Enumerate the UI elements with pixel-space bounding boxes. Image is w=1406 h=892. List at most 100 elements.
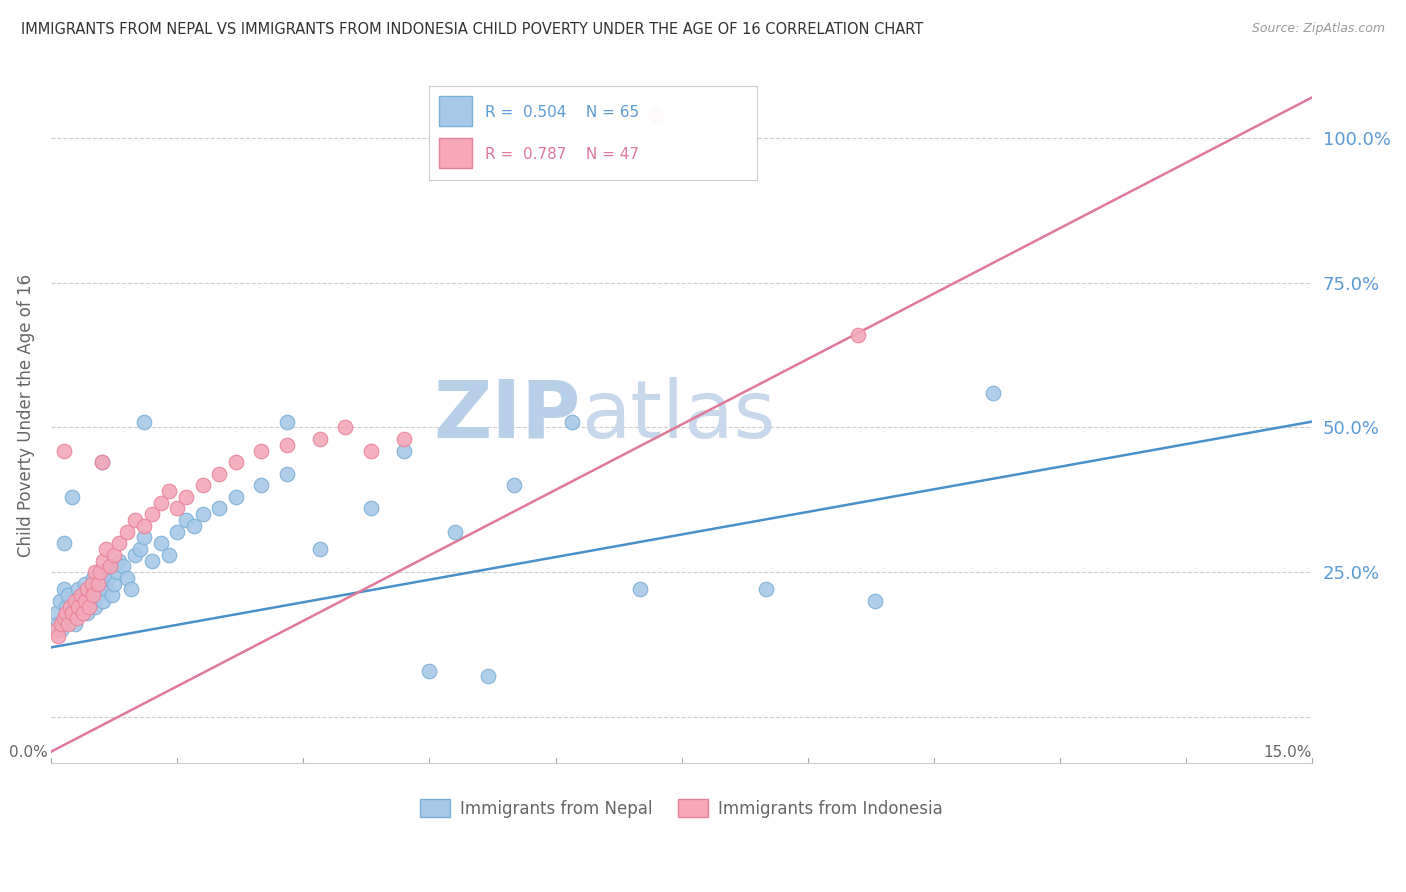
Point [80,582,103,597]
Point [76,606,98,620]
Point [73,576,96,591]
Point [174,513,197,527]
Point [250,443,273,458]
Point [111,559,134,574]
Point [90,455,112,469]
Point [208,501,231,516]
Point [191,478,214,492]
Point [132,518,155,533]
Point [98,559,121,574]
Point [52,536,75,550]
Point [191,507,214,521]
Point [90,565,112,579]
Point [166,524,188,539]
Point [335,420,357,434]
Point [67,599,90,614]
Point [89,565,111,579]
Text: 15.0%: 15.0% [1264,746,1312,760]
Point [250,478,273,492]
Point [225,490,247,504]
Point [51,617,73,632]
Point [82,588,104,602]
Text: atlas: atlas [581,376,775,455]
Text: ZIP: ZIP [433,376,581,455]
Point [157,484,180,499]
Point [309,541,332,556]
Point [107,553,129,567]
Point [67,582,90,597]
Point [69,588,91,602]
Y-axis label: Child Poverty Under the Age of 16: Child Poverty Under the Age of 16 [17,274,35,558]
Legend: Immigrants from Nepal, Immigrants from Indonesia: Immigrants from Nepal, Immigrants from I… [413,793,949,824]
Point [52,611,75,625]
Point [60,606,83,620]
Point [93,594,115,608]
Point [60,490,83,504]
Point [128,541,150,556]
Point [76,582,98,597]
Point [276,438,298,452]
Point [755,582,778,597]
Point [149,536,172,550]
Point [132,415,155,429]
Point [52,582,75,597]
Point [56,588,79,602]
Point [103,576,125,591]
Point [48,594,70,608]
Point [174,490,197,504]
Point [60,606,83,620]
Point [105,565,128,579]
Point [183,518,205,533]
Point [846,327,869,342]
Point [55,606,77,620]
Point [360,501,382,516]
Point [44,623,66,637]
Point [394,443,416,458]
Point [208,467,231,481]
Point [141,553,163,567]
Point [86,576,108,591]
Point [90,455,112,469]
Point [72,588,94,602]
Point [52,443,75,458]
Point [77,599,100,614]
Point [115,524,138,539]
Point [645,108,668,122]
Point [69,599,91,614]
Point [82,571,104,585]
Point [80,576,103,591]
Point [93,553,115,567]
Point [418,664,440,678]
Point [72,606,94,620]
Point [360,443,382,458]
Point [98,559,121,574]
Point [276,415,298,429]
Point [124,513,146,527]
Text: IMMIGRANTS FROM NEPAL VS IMMIGRANTS FROM INDONESIA CHILD POVERTY UNDER THE AGE O: IMMIGRANTS FROM NEPAL VS IMMIGRANTS FROM… [21,22,924,37]
Point [863,594,886,608]
Point [84,565,107,579]
Point [51,623,73,637]
Point [65,611,87,625]
Point [107,536,129,550]
Point [166,501,188,516]
Text: Source: ZipAtlas.com: Source: ZipAtlas.com [1251,22,1385,36]
Point [981,385,1004,400]
Point [115,571,138,585]
Point [120,582,142,597]
Point [149,496,172,510]
Point [477,669,499,683]
Point [84,599,107,614]
Point [276,467,298,481]
Point [502,478,524,492]
Point [124,548,146,562]
Point [225,455,247,469]
Point [77,594,100,608]
Point [94,541,117,556]
Point [132,530,155,544]
Point [101,588,124,602]
Point [55,599,77,614]
Point [46,629,69,643]
Point [97,571,120,585]
Point [59,611,82,625]
